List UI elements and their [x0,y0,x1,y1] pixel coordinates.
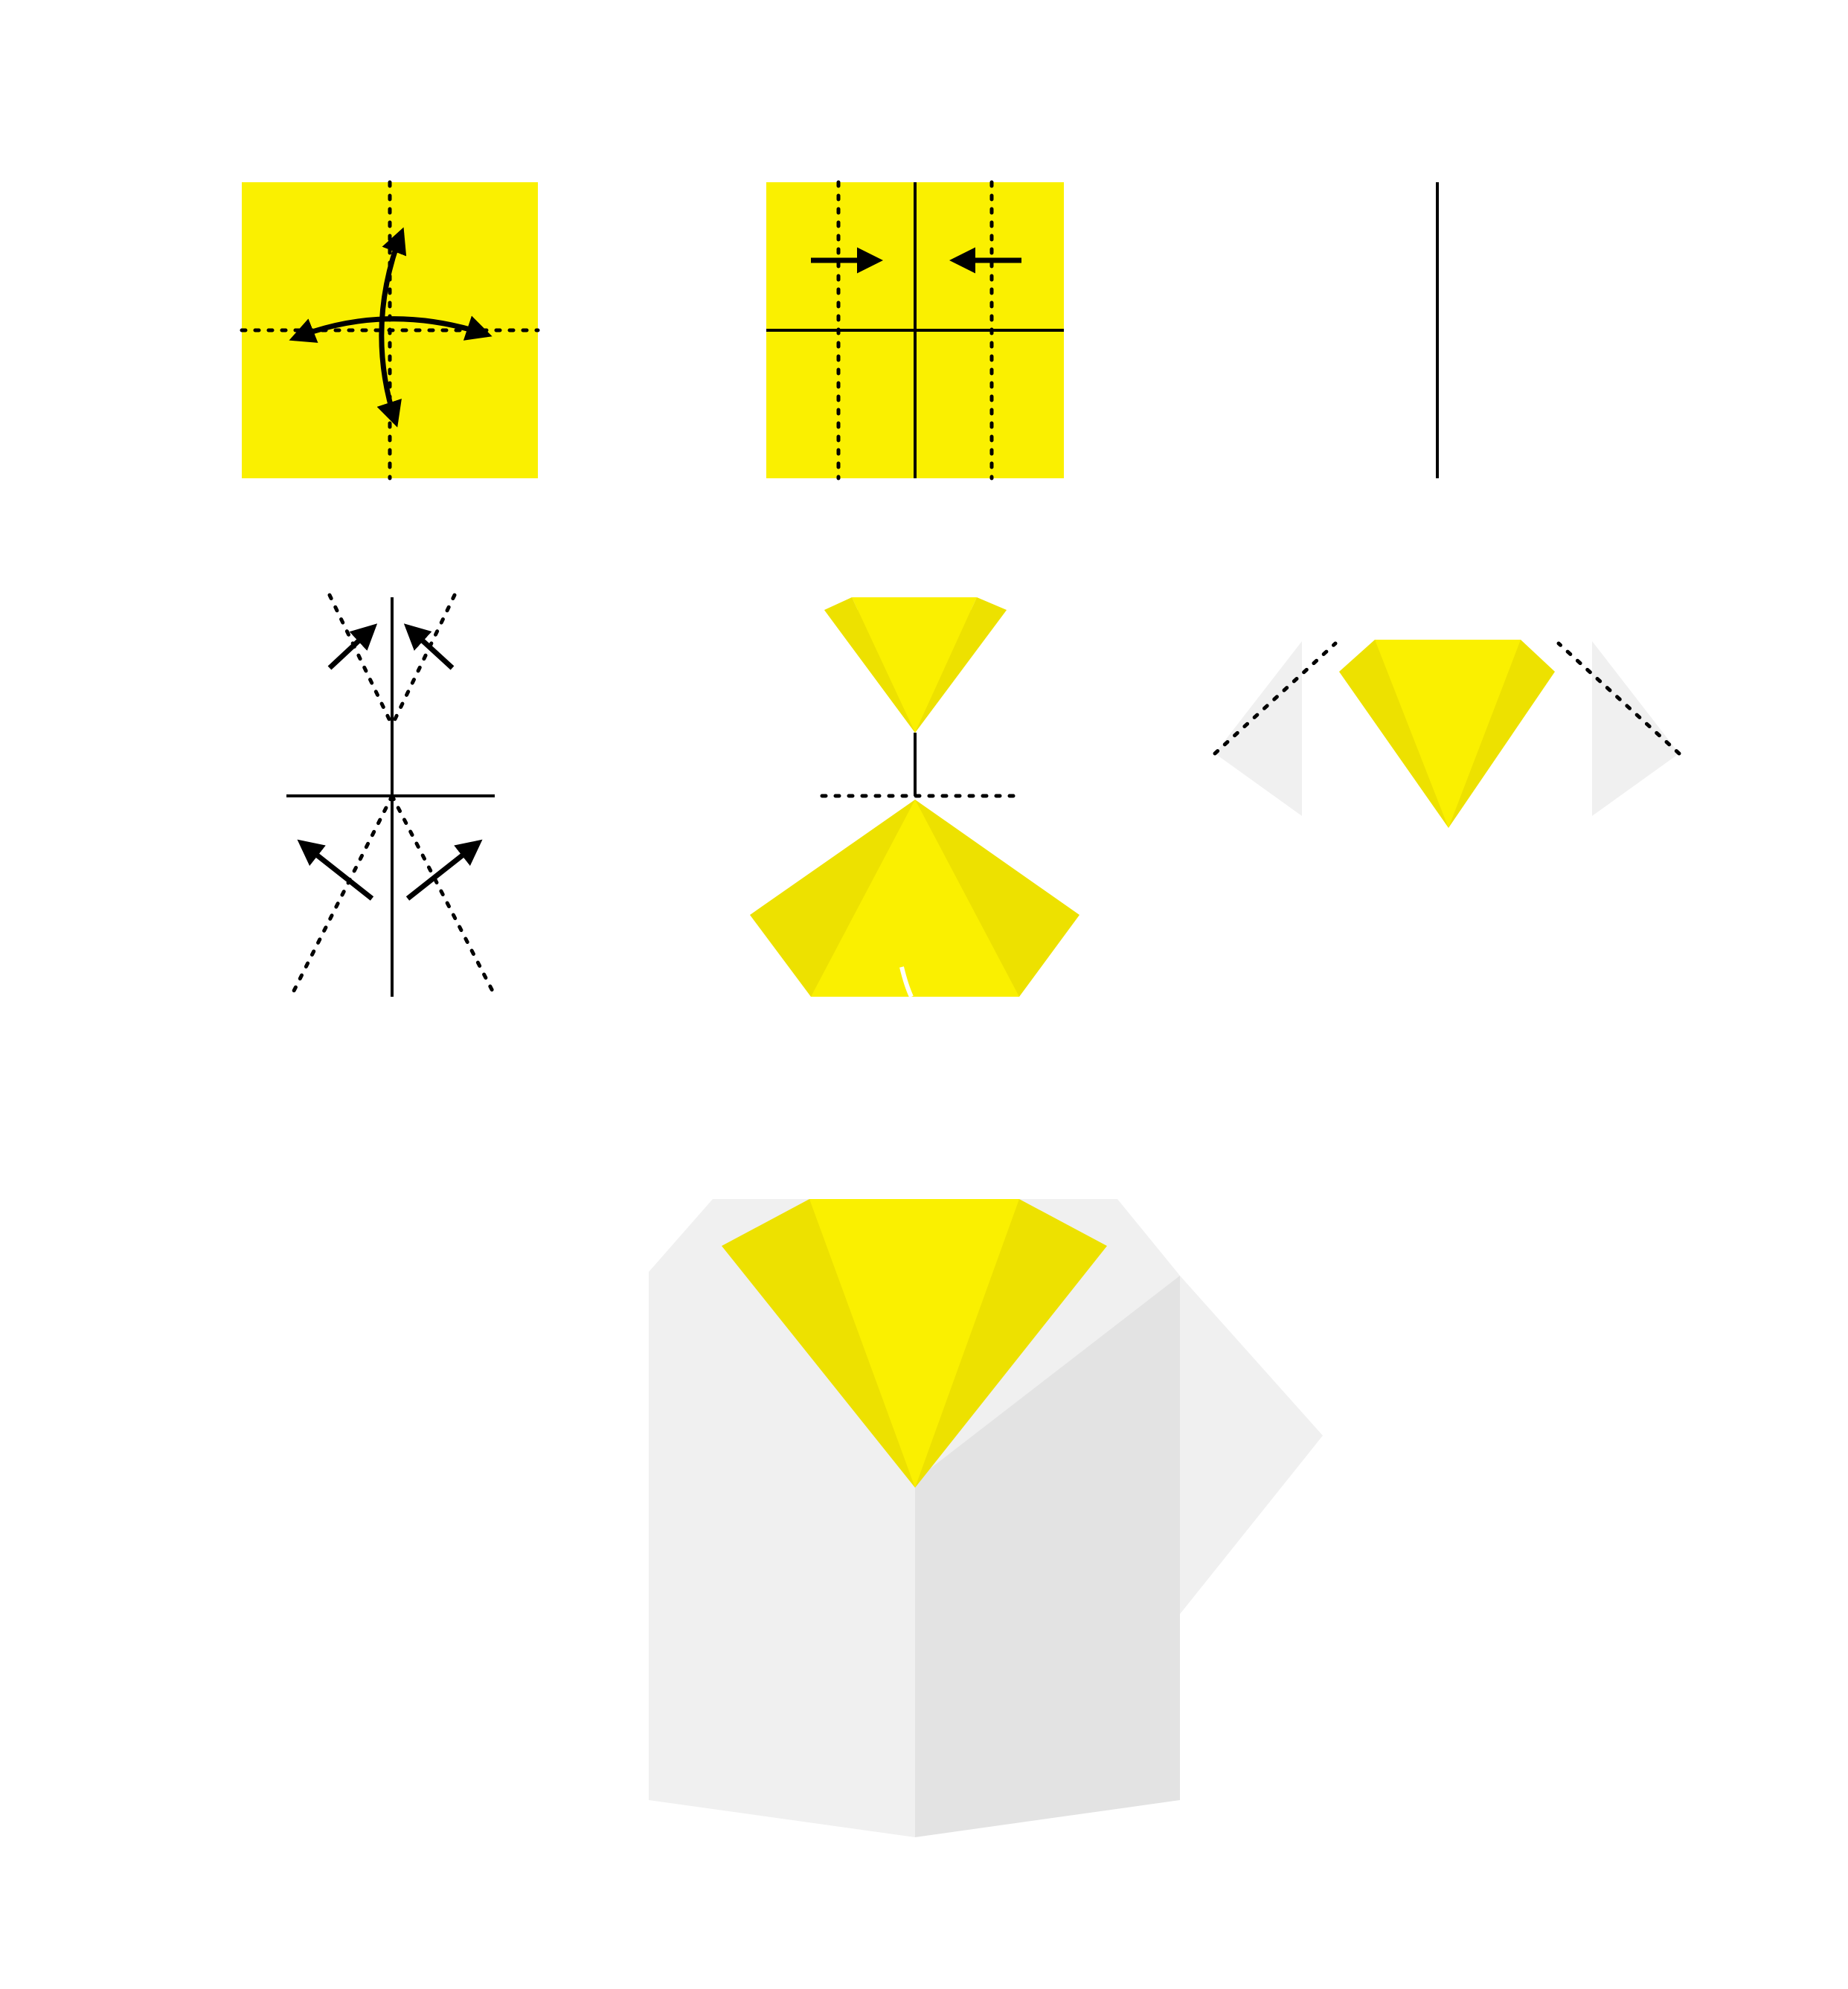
step-5 [750,597,1079,998]
shirt-body-right [915,1276,1180,1837]
arrow-up-left [403,623,455,670]
arrow-up-right-lower [405,839,483,901]
right-flap [1592,641,1679,816]
valley-fold-upper-left [327,593,394,727]
shirt-collar [722,1199,1107,1488]
step-4 [286,593,497,997]
valley-fold-lower-right [390,794,497,997]
shirt-sleeve [1180,1276,1323,1614]
arrow-up-right [327,623,378,670]
fold-unfold-arrow-horizontal [289,315,493,343]
step-6 [1213,640,1681,828]
upper-triangle [824,597,1007,733]
lower-pentagon [750,800,1079,998]
valley-fold-left [1213,641,1338,756]
step-1 [240,180,540,481]
arrow-up-left-lower [297,839,374,901]
valley-fold-upper-right [390,593,457,727]
center-slit [899,966,914,998]
left-flap [1215,641,1302,816]
valley-fold-lower-left [289,794,394,997]
center-diamond [1339,640,1555,828]
valley-fold-right [1556,641,1681,756]
step-2 [766,180,1064,481]
step-7-shirt [649,1199,1323,1837]
